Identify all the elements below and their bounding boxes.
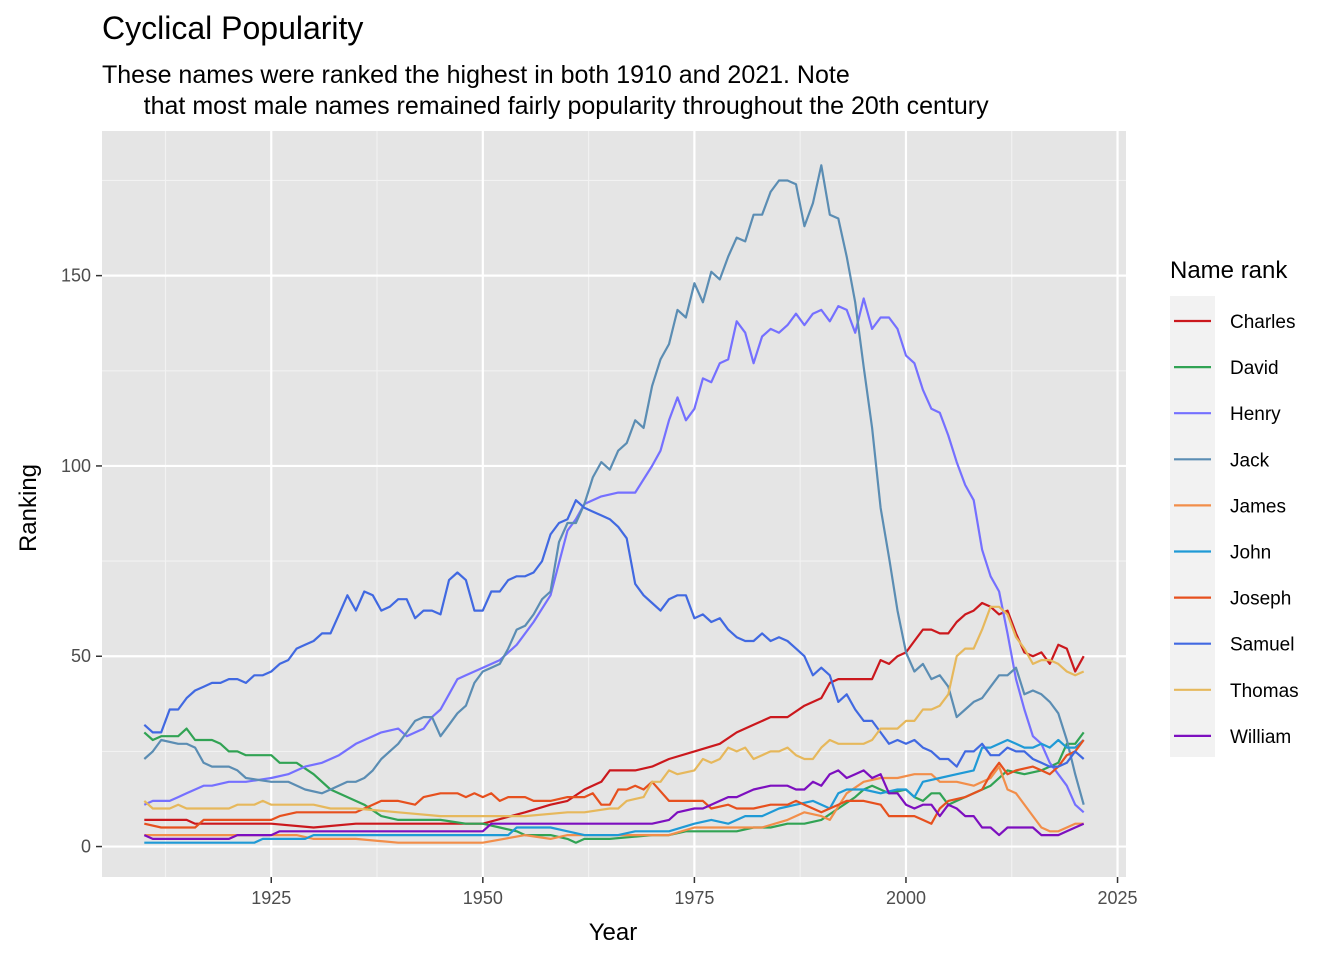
legend-label-jack: Jack (1230, 450, 1270, 471)
y-tick-label: 150 (61, 266, 91, 286)
legend-label-william: William (1230, 727, 1291, 748)
legend-key-background (1170, 296, 1215, 757)
x-axis-title: Year (589, 919, 638, 946)
series-line-samuel (143, 499, 1085, 768)
series-line-john (144, 738, 1085, 844)
y-axis-title: Ranking (15, 464, 42, 552)
x-tick-label: 1950 (463, 888, 503, 908)
plot-panel (102, 131, 1126, 877)
series-line-william (143, 769, 1085, 840)
legend-label-david: David (1230, 358, 1279, 379)
legend-label-samuel: Samuel (1230, 635, 1294, 656)
legend-label-henry: Henry (1230, 404, 1281, 425)
series-line-henry (143, 297, 1085, 814)
x-tick-label: 2025 (1098, 888, 1138, 908)
legend-label-thomas: Thomas (1230, 681, 1299, 702)
y-axis-ticks: 0 50 100 150 (61, 266, 102, 857)
legend-label-charles: Charles (1230, 312, 1295, 333)
y-tick-label: 50 (71, 646, 91, 666)
series-line-david (143, 727, 1085, 844)
series-line-joseph (144, 739, 1085, 829)
series-line-charles (144, 601, 1085, 829)
major-gridlines (102, 131, 1126, 877)
chart-title: Cyclical Popularity (102, 10, 364, 46)
legend-label-james: James (1230, 496, 1286, 517)
legend: Name rank Charles David Henry Jack James John… (1170, 257, 1299, 757)
x-tick-label: 1925 (251, 888, 291, 908)
x-axis-ticks: 1925 1950 1975 2000 2025 (251, 877, 1138, 908)
series-lines (143, 164, 1085, 844)
legend-items: Charles David Henry Jack James John Joseph Samu… (1174, 312, 1299, 748)
y-tick-label: 100 (61, 456, 91, 476)
legend-title: Name rank (1170, 257, 1288, 284)
minor-gridlines (102, 131, 1126, 877)
legend-label-joseph: Joseph (1230, 589, 1291, 610)
series-line-james (144, 765, 1084, 844)
series-line-jack (143, 164, 1085, 805)
x-tick-label: 2000 (886, 888, 926, 908)
chart-subtitle: These names were ranked the highest in b… (102, 61, 989, 120)
series-line-thomas (143, 605, 1085, 818)
x-tick-label: 1975 (674, 888, 714, 908)
legend-label-john: John (1230, 543, 1271, 564)
y-tick-label: 0 (81, 837, 91, 857)
